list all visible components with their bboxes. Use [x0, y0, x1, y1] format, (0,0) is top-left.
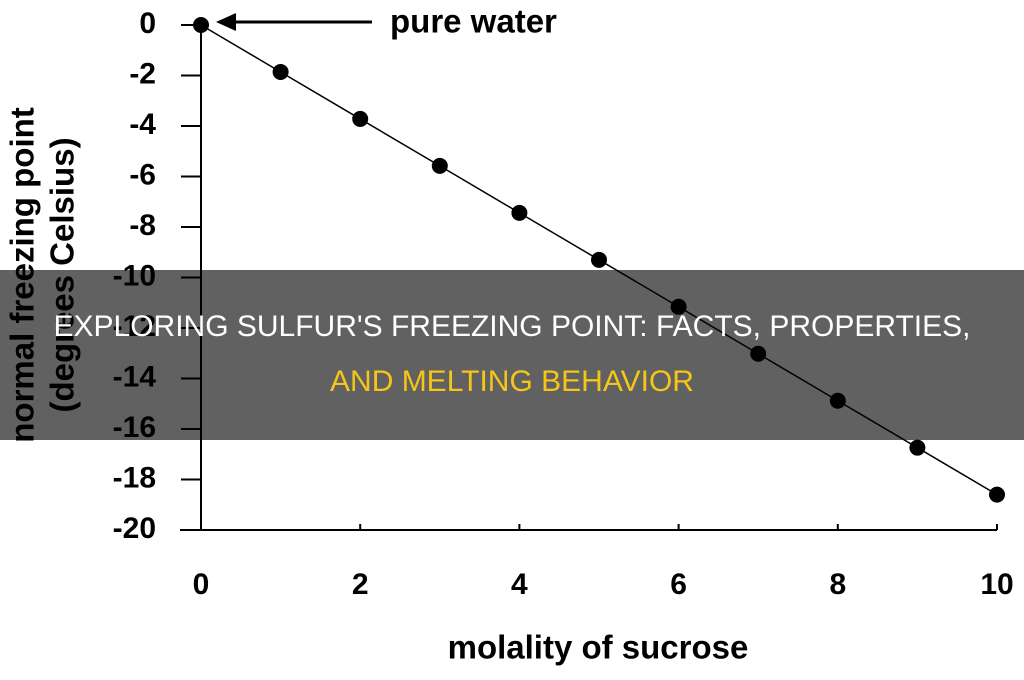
- overlay-band: [0, 270, 1024, 440]
- data-point: [352, 110, 369, 127]
- y-tick-label: -8: [129, 209, 156, 242]
- data-point: [193, 17, 209, 33]
- data-point: [989, 486, 1005, 503]
- x-tick-label: 4: [511, 568, 528, 601]
- y-tick-label: -2: [129, 57, 156, 90]
- x-tick-label: 2: [352, 568, 369, 601]
- x-tick-label: 8: [829, 568, 846, 601]
- overlay-title: AND MELTING BEHAVIOR: [330, 365, 694, 398]
- y-tick-label: -18: [113, 461, 156, 494]
- x-tick-label: 10: [980, 568, 1013, 601]
- data-point: [431, 157, 448, 174]
- y-tick-label: 0: [139, 7, 156, 40]
- data-point: [511, 204, 528, 221]
- data-point: [272, 63, 289, 80]
- x-tick-label: 0: [193, 568, 210, 601]
- y-tick-label: -6: [129, 158, 156, 191]
- y-tick-label: -4: [129, 108, 156, 141]
- overlay-title: EXPLORING SULFUR'S FREEZING POINT: FACTS…: [53, 310, 970, 343]
- data-point: [591, 251, 607, 268]
- y-tick-label: -20: [113, 512, 156, 545]
- x-tick-label: 6: [670, 568, 687, 601]
- annotation: pure water: [390, 3, 557, 40]
- data-point: [909, 439, 926, 456]
- annotation-arrowhead: [216, 13, 236, 31]
- x-axis-label: molality of sucrose: [448, 629, 749, 666]
